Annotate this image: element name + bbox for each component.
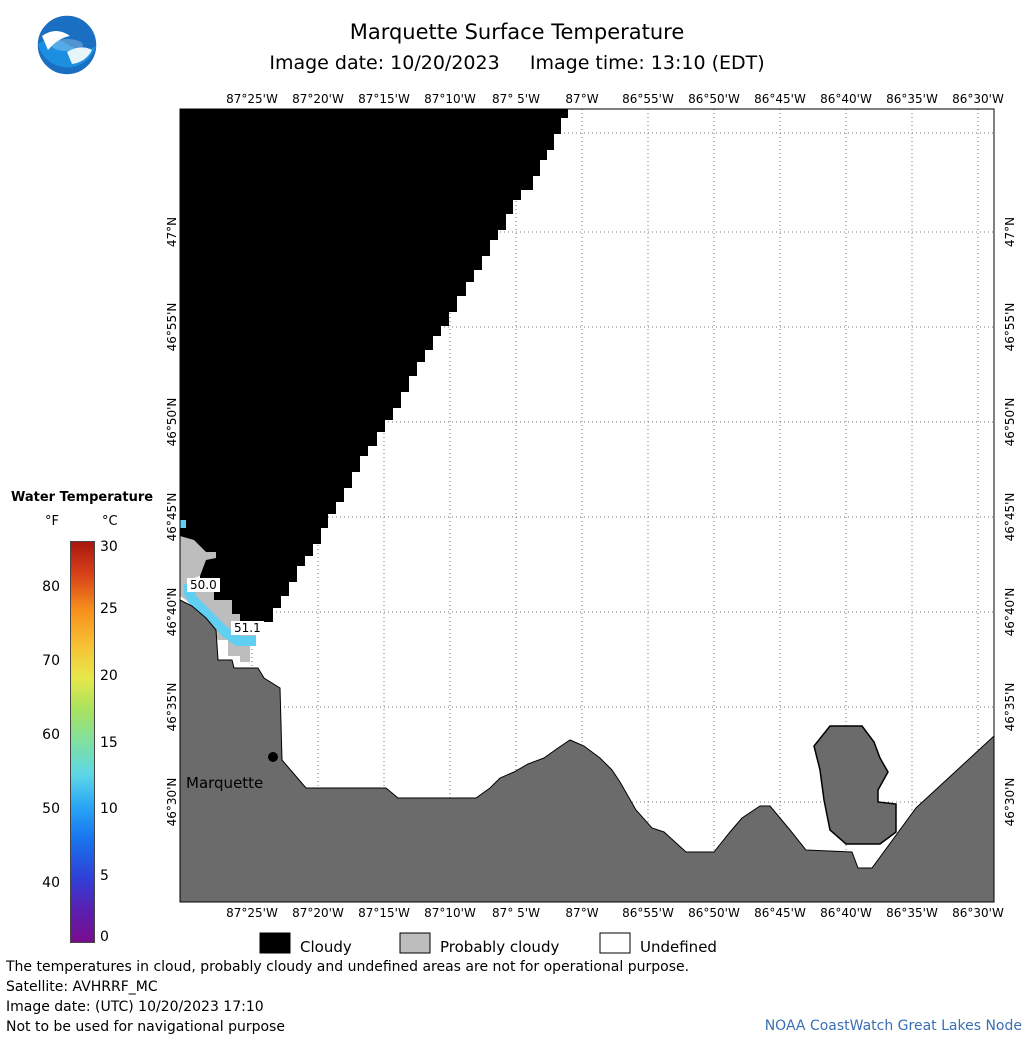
lat-label: 46°50'N [165, 398, 179, 447]
map-title: Marquette Surface Temperature [349, 20, 685, 44]
city-label: Marquette [186, 774, 263, 792]
lon-label: 86°35'W [886, 92, 938, 106]
legend-probably-cloudy-label: Probably cloudy [440, 938, 559, 956]
temp-label-1: 50.0 [190, 578, 217, 592]
c-tick: 30 [100, 539, 118, 555]
f-tick: 60 [42, 727, 60, 743]
lon-label: 86°55'W [622, 92, 674, 106]
lat-label: 47°N [1003, 217, 1017, 247]
scale-title: Water Temperature [11, 490, 154, 505]
temp-label-box [187, 578, 220, 592]
lat-label: 46°30'N [165, 778, 179, 827]
utc-date-text: Image date: (UTC) 10/20/2023 17:10 [6, 999, 264, 1015]
inland-area [813, 725, 897, 845]
top-longitude-labels: 87°25'W 87°20'W 87°15'W 87°10'W 87° 5'W … [226, 92, 1004, 106]
credit-link[interactable]: NOAA CoastWatch Great Lakes Node [764, 1018, 1022, 1034]
c-tick: 20 [100, 668, 118, 684]
lat-label: 46°40'N [1003, 588, 1017, 637]
lon-label: 87°25'W [226, 906, 278, 920]
c-tick: 0 [100, 929, 109, 945]
lon-label: 87°20'W [292, 92, 344, 106]
temp-label-box [231, 621, 264, 635]
lon-label: 86°40'W [820, 906, 872, 920]
lat-label: 46°30'N [1003, 778, 1017, 827]
unit-fahrenheit: °F [45, 514, 59, 529]
f-tick: 50 [42, 801, 60, 817]
image-date-time: Image date: 10/20/2023 Image time: 13:10… [269, 52, 765, 74]
left-latitude-labels: 47°N 46°55'N 46°50'N 46°45'N 46°40'N 46°… [165, 217, 179, 827]
lon-label: 86°30'W [952, 906, 1004, 920]
c-tick: 25 [100, 601, 118, 617]
lon-label: 87°10'W [424, 906, 476, 920]
right-latitude-labels: 47°N 46°55'N 46°50'N 46°45'N 46°40'N 46°… [1003, 217, 1017, 827]
legend-undefined-label: Undefined [640, 938, 717, 956]
lon-label: 87°15'W [358, 906, 410, 920]
lat-label: 46°50'N [1003, 398, 1017, 447]
map-border [179, 108, 995, 903]
temp-label-2: 51.1 [234, 621, 261, 635]
lat-label: 46°40'N [165, 588, 179, 637]
c-tick: 10 [100, 801, 118, 817]
water-temperature-strip [180, 520, 256, 646]
legend-cloudy-label: Cloudy [300, 938, 352, 956]
cloud-area [180, 109, 568, 622]
f-tick: 70 [42, 653, 60, 669]
lon-label: 86°50'W [688, 906, 740, 920]
lon-label: 87°15'W [358, 92, 410, 106]
city-marker[interactable] [268, 752, 278, 762]
lon-label: 86°50'W [688, 92, 740, 106]
lat-label: 46°45'N [1003, 493, 1017, 542]
lat-label: 47°N [165, 217, 179, 247]
lon-label: 87°W [565, 92, 598, 106]
legend-undefined-swatch [599, 932, 631, 954]
lon-label: 87°10'W [424, 92, 476, 106]
c-tick: 5 [100, 868, 109, 884]
lon-label: 86°45'W [754, 906, 806, 920]
temperature-colorbar [70, 541, 95, 943]
lon-label: 87°W [565, 906, 598, 920]
disclaimer-text: The temperatures in cloud, probably clou… [6, 959, 690, 975]
lon-label: 86°35'W [886, 906, 938, 920]
lon-label: 86°30'W [952, 92, 1004, 106]
lon-label: 87°20'W [292, 906, 344, 920]
lat-label: 46°55'N [165, 303, 179, 352]
land-area [179, 599, 995, 903]
lon-label: 87° 5'W [492, 92, 540, 106]
lat-label: 46°45'N [165, 493, 179, 542]
f-tick: 80 [42, 579, 60, 595]
c-tick: 15 [100, 735, 118, 751]
lat-label: 46°55'N [1003, 303, 1017, 352]
satellite-text: Satellite: AVHRRF_MC [6, 979, 158, 995]
lon-label: 87°25'W [226, 92, 278, 106]
legend-cloudy-swatch [259, 932, 291, 954]
legend-probably-cloudy-swatch [399, 932, 431, 954]
f-tick: 40 [42, 875, 60, 891]
lon-label: 86°55'W [622, 906, 674, 920]
unit-celsius: °C [102, 514, 118, 529]
bottom-longitude-labels: 87°25'W 87°20'W 87°15'W 87°10'W 87° 5'W … [226, 906, 1004, 920]
lat-label: 46°35'N [165, 683, 179, 732]
navigation-warning-text: Not to be used for navigational purpose [6, 1019, 285, 1035]
noaa-logo [36, 14, 98, 76]
lon-label: 87° 5'W [492, 906, 540, 920]
lat-label: 46°35'N [1003, 683, 1017, 732]
lon-label: 86°40'W [820, 92, 872, 106]
lon-label: 86°45'W [754, 92, 806, 106]
